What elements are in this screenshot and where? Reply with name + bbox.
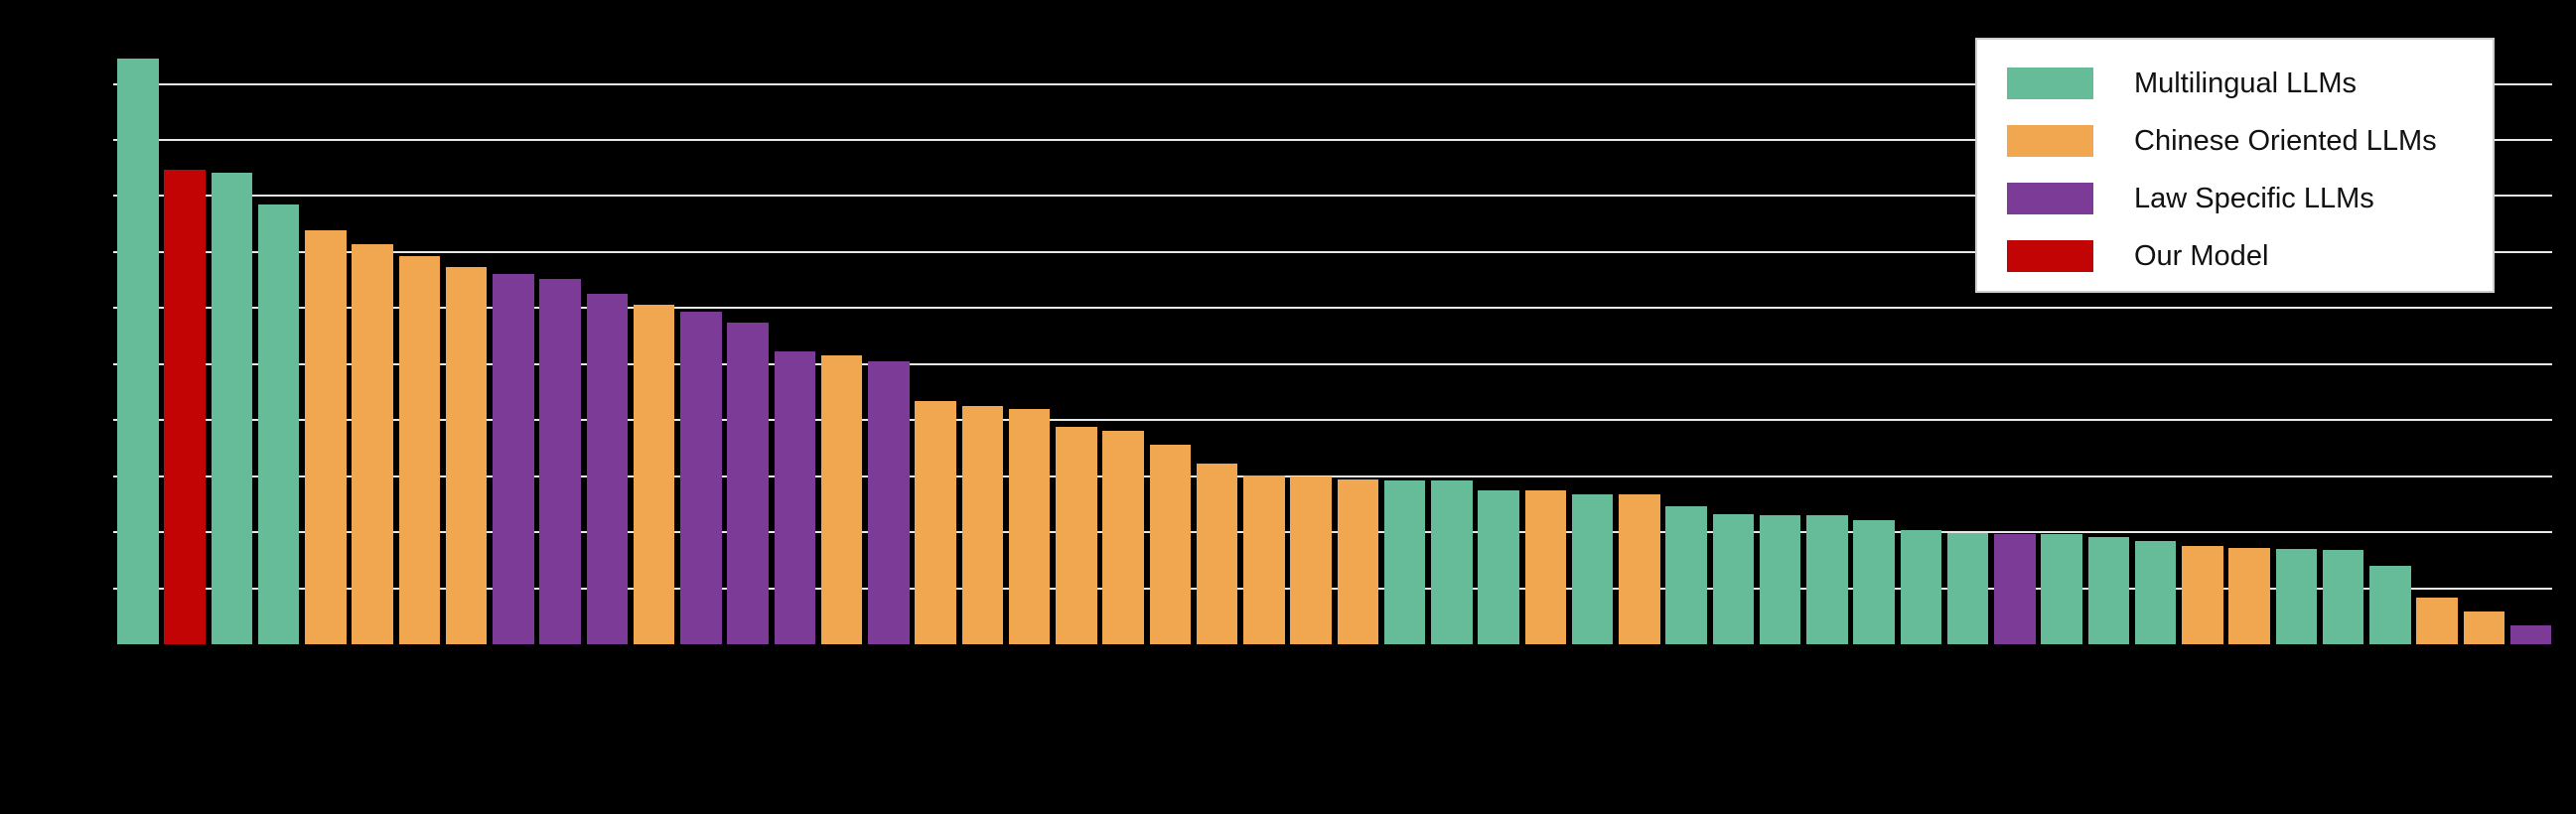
bar-42-multilingual	[2041, 534, 2082, 644]
legend-label-law-specific-llms: Law Specific LLMs	[2134, 183, 2374, 214]
legend-swatch-multilingual-llms	[2007, 68, 2093, 99]
bar-3-multilingual	[211, 172, 252, 644]
bar-30-multilingual	[1478, 490, 1519, 644]
legend-swatch-our-model	[2007, 240, 2093, 272]
bar-31-chinese	[1524, 490, 1566, 644]
bar-7-chinese	[398, 256, 440, 644]
bar-27-chinese	[1337, 479, 1378, 644]
legend: Multilingual LLMs Chinese Oriented LLMs …	[1975, 38, 2495, 293]
bar-1-multilingual	[117, 58, 159, 644]
legend-item-our-model: Our Model	[2007, 240, 2463, 272]
bar-52-law	[2509, 624, 2552, 644]
bar-8-chinese	[445, 266, 488, 644]
bar-48-multilingual	[2322, 550, 2364, 644]
bar-50-chinese	[2416, 597, 2458, 644]
bar-23-chinese	[1149, 445, 1191, 644]
bar-12-chinese	[633, 304, 675, 644]
bar-49-multilingual	[2369, 565, 2411, 644]
bar-32-multilingual	[1571, 493, 1614, 644]
legend-label-multilingual-llms: Multilingual LLMs	[2134, 68, 2358, 99]
gridline-50	[113, 83, 2552, 85]
bar-18-chinese	[915, 401, 956, 644]
bar-17-law	[868, 361, 910, 644]
bar-9-law	[493, 274, 534, 644]
bar-11-law	[586, 293, 628, 644]
gridline-20	[113, 419, 2552, 421]
bar-24-chinese	[1196, 464, 1238, 644]
bar-45-chinese	[2182, 545, 2223, 644]
bar-33-chinese	[1619, 493, 1660, 644]
gridline-15	[113, 475, 2552, 477]
bar-6-chinese	[352, 243, 393, 644]
bar-39-multilingual	[1900, 529, 1941, 644]
bar-19-chinese	[961, 405, 1003, 644]
bar-21-chinese	[1056, 426, 1097, 644]
legend-item-chinese-oriented-llms: Chinese Oriented LLMs	[2007, 125, 2463, 157]
bar-37-multilingual	[1806, 515, 1848, 644]
gridline-40	[113, 195, 2552, 197]
bar-4-multilingual	[257, 204, 300, 644]
bar-5-chinese	[305, 230, 347, 644]
legend-swatch-chinese-oriented-llms	[2007, 125, 2093, 157]
bar-13-law	[680, 311, 722, 644]
gridline-25	[113, 363, 2552, 365]
bar-35-multilingual	[1712, 514, 1754, 644]
bar-2-our_model	[164, 170, 206, 644]
bar-34-multilingual	[1665, 506, 1707, 644]
legend-swatch-law-specific-llms	[2007, 183, 2093, 214]
bar-43-multilingual	[2087, 536, 2129, 644]
bar-22-chinese	[1102, 431, 1144, 644]
legend-item-multilingual-llms: Multilingual LLMs	[2007, 68, 2463, 99]
gridline-5	[113, 588, 2552, 590]
bar-47-multilingual	[2275, 549, 2317, 644]
legend-label-chinese-oriented-llms: Chinese Oriented LLMs	[2134, 125, 2437, 157]
bar-51-chinese	[2463, 611, 2504, 644]
gridline-10	[113, 531, 2552, 533]
bar-15-law	[774, 351, 815, 644]
gridline-45	[113, 139, 2552, 141]
bar-20-chinese	[1008, 408, 1051, 644]
gridline-35	[113, 251, 2552, 253]
bar-14-law	[727, 322, 769, 644]
bar-40-multilingual	[1946, 533, 1989, 644]
bar-38-multilingual	[1853, 519, 1895, 644]
legend-label-our-model: Our Model	[2134, 240, 2269, 272]
bar-44-multilingual	[2134, 541, 2177, 644]
bar-41-law	[1994, 534, 2036, 644]
gridline-30	[113, 307, 2552, 309]
bar-16-chinese	[820, 354, 863, 644]
bar-10-law	[539, 278, 581, 644]
bar-29-multilingual	[1431, 480, 1473, 644]
bar-28-multilingual	[1383, 480, 1426, 644]
bar-25-chinese	[1243, 475, 1285, 644]
bar-46-chinese	[2228, 547, 2270, 644]
bar-26-chinese	[1290, 475, 1332, 644]
bar-36-multilingual	[1759, 515, 1801, 644]
legend-item-law-specific-llms: Law Specific LLMs	[2007, 183, 2463, 214]
